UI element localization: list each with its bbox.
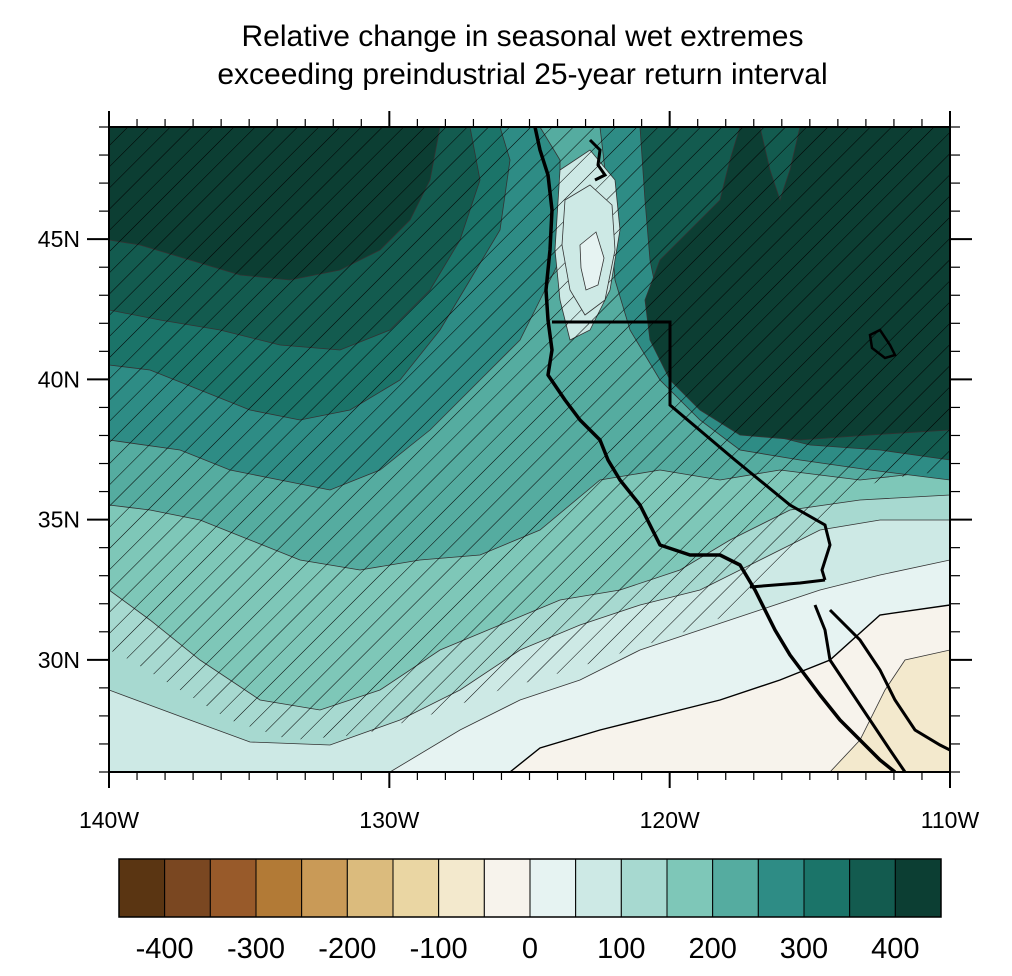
significance-hatching bbox=[109, 127, 950, 740]
y-tick-label: 40N bbox=[38, 366, 80, 392]
colorbar-swatch bbox=[346, 858, 394, 918]
colorbar-label: -400 bbox=[136, 933, 194, 965]
colorbar-swatch bbox=[803, 858, 851, 918]
colorbar-label: -100 bbox=[410, 933, 468, 965]
colorbar-swatch bbox=[392, 858, 440, 918]
colorbar-swatch bbox=[575, 858, 622, 918]
colorbar-swatch bbox=[620, 858, 668, 918]
colorbar-swatch bbox=[529, 858, 577, 918]
x-tick-label: 140W bbox=[79, 807, 139, 833]
colorbar-labels: -400 -300 -200 -100 0 100 200 300 400 bbox=[136, 933, 920, 965]
mainland-mexico-coast bbox=[828, 608, 950, 752]
colorbar-swatch bbox=[849, 858, 896, 918]
colorbar-frame bbox=[118, 858, 942, 918]
colorbar-label: -300 bbox=[227, 933, 285, 965]
y-tick-label: 45N bbox=[38, 226, 80, 252]
great-salt-lake bbox=[868, 328, 897, 360]
oregon-california-border bbox=[552, 320, 832, 581]
colorbar-label: 300 bbox=[780, 933, 828, 965]
contour-band-neg-1 bbox=[508, 604, 950, 772]
map-title: Relative change in seasonal wet extremes… bbox=[0, 18, 1012, 94]
colorbar-swatch bbox=[757, 858, 805, 918]
colorbar-swatch bbox=[301, 858, 348, 918]
puget-sound bbox=[588, 138, 608, 182]
colorbar-label: 0 bbox=[522, 933, 538, 965]
colorbar-swatch bbox=[255, 858, 303, 918]
y-tick-label: 35N bbox=[38, 507, 80, 533]
colorbar-label: 200 bbox=[688, 933, 736, 965]
colorbar-swatch bbox=[712, 858, 759, 918]
colorbar-swatch bbox=[438, 858, 485, 918]
unhatched-coastal-inner bbox=[579, 231, 605, 291]
x-tick-label: 120W bbox=[640, 807, 700, 833]
colorbar bbox=[118, 858, 942, 918]
y-axis-labels: 45N 40N 35N 30N bbox=[38, 226, 80, 673]
x-tick-label: 110W bbox=[921, 807, 980, 833]
title-line-1: Relative change in seasonal wet extremes bbox=[241, 20, 804, 53]
coastline-west-coast bbox=[533, 127, 897, 772]
y-tick-label: 30N bbox=[38, 647, 80, 673]
colorbar-swatch bbox=[894, 858, 942, 918]
colorbar-swatch bbox=[666, 858, 714, 918]
colorbar-label: 400 bbox=[871, 933, 919, 965]
title-line-2: exceeding preindustrial 25-year return i… bbox=[217, 58, 828, 91]
x-tick-label: 130W bbox=[359, 807, 419, 833]
baja-east-coast bbox=[813, 604, 907, 772]
map-plot-area bbox=[109, 127, 950, 772]
colorbar-swatch bbox=[209, 858, 257, 918]
axis-ticks bbox=[87, 111, 972, 788]
colorbar-label: 100 bbox=[597, 933, 645, 965]
colorbar-swatch bbox=[164, 858, 211, 918]
colorbar-label: -200 bbox=[318, 933, 376, 965]
us-mexico-border bbox=[749, 578, 826, 589]
colorbar-swatch bbox=[118, 858, 166, 918]
x-axis-labels: 140W 130W 120W 110W bbox=[79, 807, 980, 833]
colorbar-swatch bbox=[483, 858, 531, 918]
